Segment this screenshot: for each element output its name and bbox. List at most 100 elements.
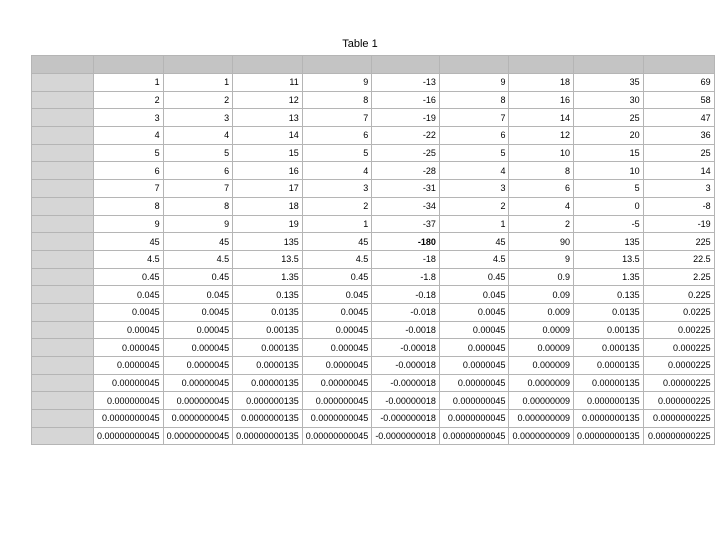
table-cell[interactable]: 0.00000135 [573,373,644,393]
row-header-cell[interactable] [31,90,94,110]
table-cell[interactable]: 1 [162,73,234,92]
table-cell[interactable]: 0.0000000009 [508,426,575,446]
table-cell[interactable]: 11 [232,73,303,92]
table-cell[interactable]: 4 [93,126,164,145]
table-cell[interactable]: 0.0000135 [232,356,303,375]
row-header-cell[interactable] [31,196,94,216]
header-cell[interactable] [438,55,510,74]
table-cell[interactable]: 0.135 [232,285,303,304]
row-header-cell[interactable] [31,143,94,163]
table-cell[interactable]: 8 [438,90,510,110]
table-cell[interactable]: 0.0135 [232,302,303,322]
table-cell[interactable]: 0.0000045 [301,356,373,375]
row-header-cell[interactable] [31,285,94,304]
table-cell[interactable]: 2 [93,90,164,110]
table-cell[interactable]: 0.045 [301,285,373,304]
table-cell[interactable]: 0.00000000045 [438,426,510,446]
row-header-cell[interactable] [31,409,94,428]
row-header-cell[interactable] [31,338,94,357]
table-cell[interactable]: 0 [573,196,644,216]
table-cell[interactable]: 1.35 [573,267,644,287]
table-cell[interactable]: 0.00135 [573,320,644,340]
table-cell[interactable]: 4 [301,161,373,181]
table-cell[interactable]: 9 [93,214,164,234]
row-header-cell[interactable] [31,302,94,322]
table-cell[interactable]: 0.00009 [508,338,575,357]
table-cell[interactable]: 58 [642,90,715,110]
table-cell[interactable]: 3 [93,108,164,128]
table-cell[interactable]: 20 [573,126,644,145]
table-cell[interactable]: 2 [162,90,234,110]
table-cell[interactable]: 0.45 [301,267,373,287]
table-cell[interactable]: 0.225 [642,285,715,304]
row-header-cell[interactable] [31,73,94,92]
table-cell[interactable]: 0.000000135 [232,391,303,411]
table-cell[interactable]: 7 [93,179,164,198]
header-cell[interactable] [371,55,440,74]
table-cell[interactable]: 14 [508,108,575,128]
table-cell[interactable]: 9 [162,214,234,234]
table-cell[interactable]: 0.0000000045 [301,409,373,428]
table-cell[interactable]: -8 [642,196,715,216]
table-cell[interactable]: 0.045 [93,285,164,304]
table-cell[interactable]: -22 [371,126,440,145]
table-cell[interactable]: 9 [438,73,510,92]
table-cell[interactable]: 0.45 [93,267,164,287]
table-cell[interactable]: -0.0000018 [371,373,440,393]
row-header-cell[interactable] [31,426,94,446]
row-header-cell[interactable] [31,126,94,145]
table-cell[interactable]: 0.000000009 [508,409,575,428]
table-cell[interactable]: 0.00045 [301,320,373,340]
table-cell[interactable]: -0.18 [371,285,440,304]
table-cell[interactable]: 6 [162,161,234,181]
table-cell[interactable]: -37 [371,214,440,234]
table-cell[interactable]: 0.00000045 [93,373,164,393]
table-cell[interactable]: 15 [573,143,644,163]
table-cell[interactable]: 3 [438,179,510,198]
table-cell[interactable]: 8 [162,196,234,216]
table-cell[interactable]: 13 [232,108,303,128]
table-cell[interactable]: 5 [573,179,644,198]
table-cell[interactable]: 0.00000045 [301,373,373,393]
table-cell[interactable]: 0.0000225 [642,356,715,375]
table-cell[interactable]: 0.00000045 [438,373,510,393]
table-cell[interactable]: -0.000000018 [371,409,440,428]
table-cell[interactable]: 6 [93,161,164,181]
table-cell[interactable]: -28 [371,161,440,181]
table-cell[interactable]: 0.000000045 [438,391,510,411]
table-cell[interactable]: 0.000135 [573,338,644,357]
row-header-cell[interactable] [31,249,94,269]
table-cell[interactable]: 0.0009 [508,320,575,340]
table-cell[interactable]: 69 [642,73,715,92]
table-cell[interactable]: 4.5 [301,249,373,269]
table-cell[interactable]: 0.0045 [301,302,373,322]
table-cell[interactable]: 8 [301,90,373,110]
row-header-cell[interactable] [31,179,94,198]
table-cell[interactable]: 1 [301,214,373,234]
table-cell[interactable]: -19 [642,214,715,234]
table-cell[interactable]: 2 [508,214,575,234]
row-header-cell[interactable] [31,108,94,128]
table-cell[interactable]: 12 [232,90,303,110]
header-cell[interactable] [301,55,373,74]
table-cell[interactable]: 4 [162,126,234,145]
table-cell[interactable]: 90 [508,232,575,251]
table-cell[interactable]: 135 [232,232,303,251]
table-cell[interactable]: 4.5 [93,249,164,269]
table-cell[interactable]: 0.9 [508,267,575,287]
table-cell[interactable]: 0.0000000135 [232,409,303,428]
table-cell[interactable]: 30 [573,90,644,110]
table-cell[interactable]: 225 [642,232,715,251]
header-cell[interactable] [162,55,234,74]
table-cell[interactable]: 0.00045 [162,320,234,340]
table-cell[interactable]: 0.0045 [438,302,510,322]
table-cell[interactable]: 0.00000135 [232,373,303,393]
table-cell[interactable]: 0.00000000045 [301,426,373,446]
table-cell[interactable]: 45 [438,232,510,251]
table-cell[interactable]: 10 [573,161,644,181]
table-cell[interactable]: 1 [438,214,510,234]
table-cell[interactable]: 2.25 [642,267,715,287]
table-cell[interactable]: 47 [642,108,715,128]
table-cell[interactable]: 0.000045 [438,338,510,357]
table-cell[interactable]: 0.00000000135 [573,426,644,446]
